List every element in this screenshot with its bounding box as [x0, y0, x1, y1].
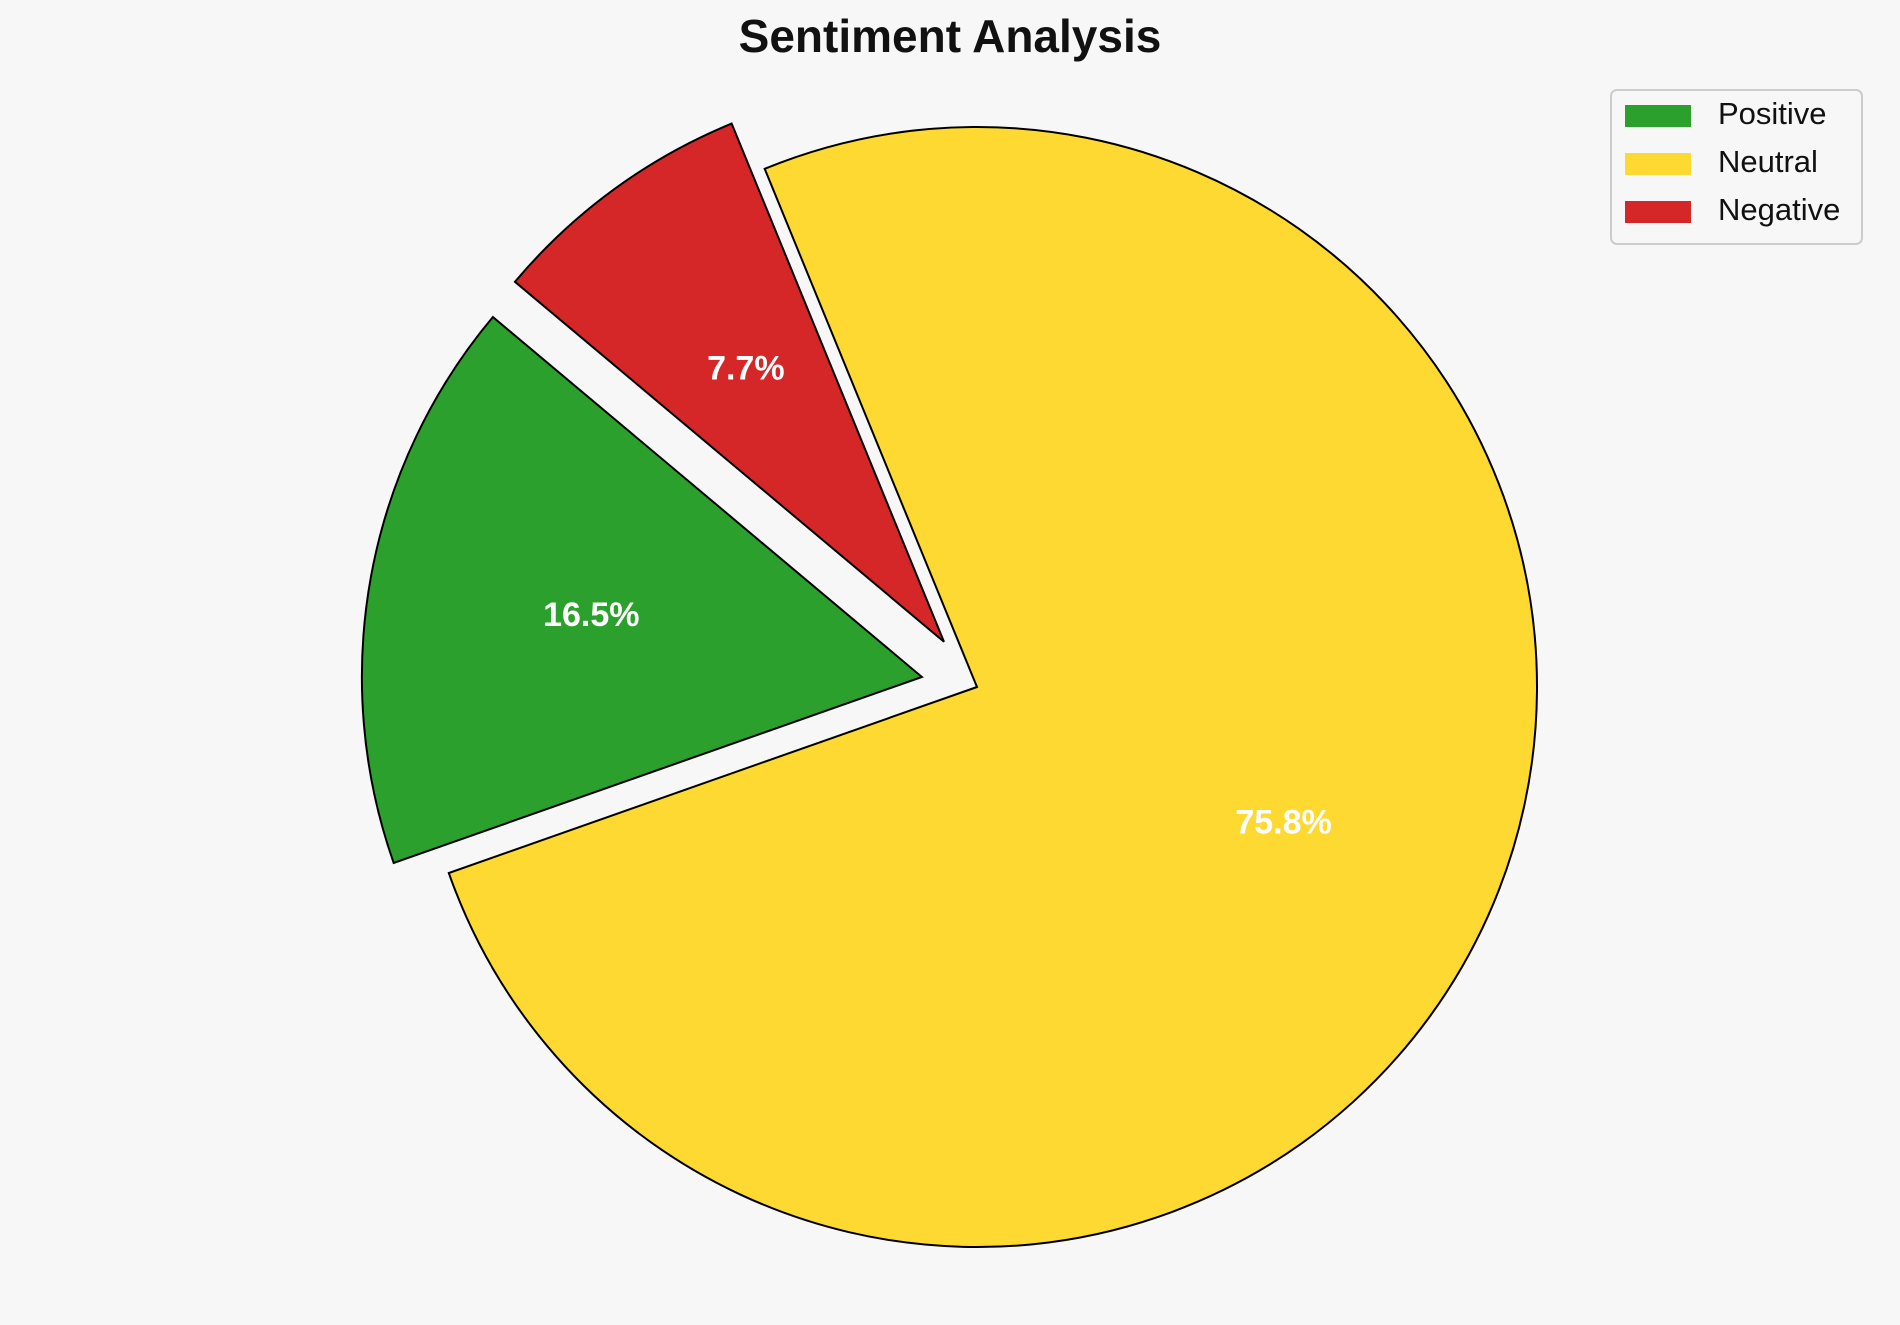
legend-label: Negative	[1718, 192, 1840, 227]
pie-slice	[447, 126, 1538, 1248]
pie-slice	[360, 315, 924, 865]
legend-swatch	[1625, 201, 1691, 223]
legend-swatch	[1625, 105, 1691, 127]
pie-slice	[513, 122, 945, 643]
legend: Positive Neutral Negative	[1610, 89, 1863, 245]
chart-title: Sentiment Analysis	[739, 10, 1162, 62]
slice-label: 7.7%	[707, 349, 785, 387]
slice-label: 16.5%	[543, 596, 639, 634]
legend-label: Neutral	[1718, 144, 1818, 179]
legend-swatch	[1625, 153, 1691, 175]
slice-label: 75.8%	[1235, 804, 1331, 842]
legend-label: Positive	[1718, 96, 1827, 131]
